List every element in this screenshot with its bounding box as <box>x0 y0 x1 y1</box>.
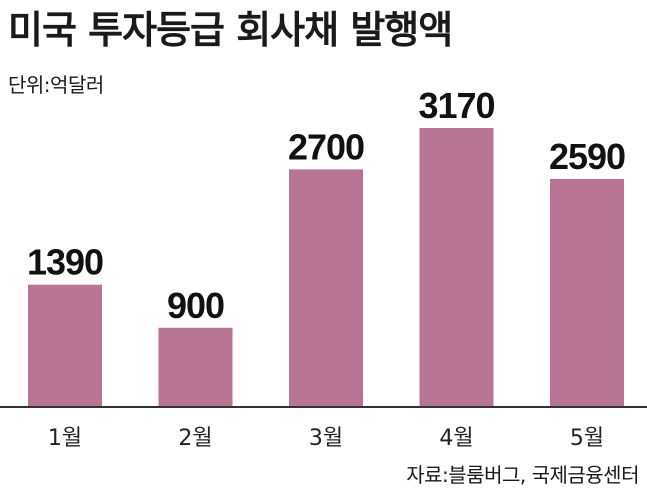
bar-4 <box>419 128 494 407</box>
x-tick-label-4: 4월 <box>439 426 473 451</box>
bar-2 <box>158 327 233 407</box>
data-label-4: 3170 <box>418 85 494 126</box>
data-label-5: 2590 <box>549 136 625 177</box>
x-tick-label-5: 5월 <box>570 426 604 451</box>
bar-3 <box>289 169 363 407</box>
bar-5 <box>550 179 624 407</box>
x-tick-label-1: 1월 <box>48 426 82 451</box>
x-tick-label-2: 2월 <box>178 426 212 451</box>
data-label-2: 900 <box>167 285 224 326</box>
chart-title: 미국 투자등급 회사채 발행액 <box>8 8 453 52</box>
data-label-3: 2700 <box>288 126 364 167</box>
data-label-1: 1390 <box>27 242 103 283</box>
source-note: 자료:블룸버그, 국제금융센터 <box>406 463 639 487</box>
bar-1 <box>28 284 102 407</box>
x-tick-label-3: 3월 <box>309 426 343 451</box>
unit-label: 단위:억달러 <box>8 73 104 97</box>
